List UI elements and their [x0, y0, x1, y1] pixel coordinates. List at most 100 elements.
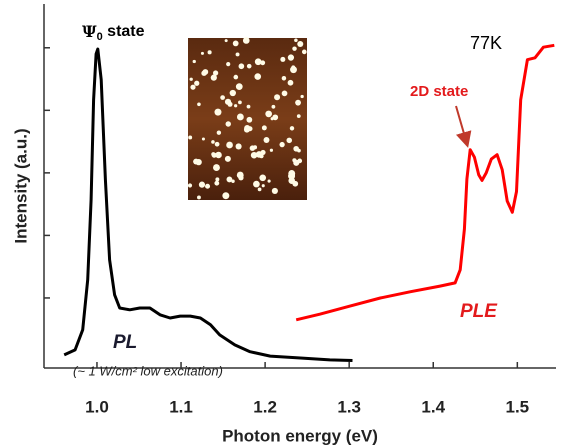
- afm-dot: [213, 164, 220, 172]
- afm-dot: [271, 187, 278, 194]
- afm-dot: [281, 90, 288, 97]
- afm-dot: [271, 104, 276, 109]
- psi-state-label: Ψ0 state: [82, 22, 145, 43]
- afm-dot: [198, 181, 206, 188]
- afm-dot: [195, 158, 202, 166]
- pl-series-label: PL: [113, 332, 137, 353]
- x-tick-label: 1.3: [337, 397, 361, 416]
- afm-dot: [246, 116, 253, 123]
- afm-dot: [211, 152, 216, 157]
- afm-dot: [215, 151, 222, 159]
- afm-dot: [234, 104, 238, 108]
- afm-dot: [205, 183, 211, 189]
- afm-dot: [261, 125, 267, 131]
- afm-dot: [224, 39, 228, 43]
- afm-dot: [269, 148, 274, 152]
- afm-dot: [225, 121, 231, 127]
- afm-dot: [297, 148, 301, 153]
- afm-dot: [238, 175, 244, 181]
- afm-dot: [292, 180, 299, 187]
- psi-state-text: state: [103, 23, 145, 40]
- afm-dot: [267, 179, 271, 183]
- afm-dot: [235, 143, 242, 150]
- afm-dot: [216, 130, 222, 135]
- x-tick-label: 1.5: [506, 397, 530, 416]
- afm-dot: [222, 192, 230, 200]
- temperature-label: 77K: [470, 33, 502, 53]
- ple-series-label: PLE: [460, 301, 498, 322]
- afm-dot: [254, 73, 262, 80]
- series-line: [63, 47, 353, 362]
- afm-dot: [194, 80, 200, 86]
- afm-dot: [207, 50, 212, 55]
- afm-dot: [301, 49, 307, 55]
- state-2d-arrow: [455, 105, 472, 148]
- afm-dot: [201, 137, 205, 141]
- afm-dot: [242, 37, 250, 44]
- afm-dot: [200, 51, 204, 55]
- y-axis-title: Intensity (a.u.): [11, 128, 30, 243]
- afm-dot: [238, 100, 242, 105]
- series-line: [295, 43, 555, 322]
- afm-dot: [270, 117, 274, 121]
- afm-dot: [296, 114, 301, 119]
- state-2d-label: 2D state: [410, 83, 468, 100]
- afm-dot: [226, 141, 233, 149]
- afm-dot: [190, 84, 196, 90]
- afm-dot: [272, 114, 279, 121]
- afm-dot: [212, 70, 219, 76]
- afm-dot: [292, 46, 297, 51]
- afm-dot: [253, 180, 260, 188]
- afm-dot: [201, 70, 207, 76]
- afm-dot: [238, 63, 245, 70]
- psi-subscript: 0: [97, 31, 103, 43]
- afm-dot: [254, 58, 262, 66]
- psi-symbol: Ψ: [82, 22, 97, 41]
- afm-dot: [286, 137, 293, 144]
- afm-dot: [236, 113, 244, 121]
- afm-dot: [295, 99, 301, 106]
- afm-dot: [229, 89, 236, 97]
- afm-dot: [279, 141, 285, 148]
- afm-dot: [263, 137, 270, 143]
- afm-dot: [293, 159, 300, 166]
- afm-dot: [281, 75, 287, 81]
- afm-dot: [220, 95, 225, 100]
- afm-dot: [214, 108, 222, 116]
- x-tick-label: 1.4: [421, 397, 445, 416]
- afm-dot: [246, 63, 252, 69]
- x-axis-title: Photon energy (eV): [222, 426, 378, 445]
- afm-dot: [235, 52, 240, 57]
- afm-dot: [187, 183, 193, 188]
- afm-dot: [232, 40, 239, 47]
- x-tick-label: 1.2: [253, 397, 277, 416]
- afm-dot: [233, 74, 239, 80]
- afm-dot: [260, 149, 266, 155]
- afm-dot: [214, 180, 220, 186]
- excitation-note: (~ 1 W/cm² low excitation): [73, 363, 223, 378]
- afm-dot: [197, 102, 201, 107]
- afm-dot: [252, 145, 258, 150]
- afm-dot: [214, 141, 220, 147]
- afm-dot: [289, 126, 295, 131]
- afm-dot: [246, 104, 251, 109]
- afm-dot: [189, 77, 193, 81]
- afm-dot: [235, 83, 243, 90]
- afm-dot: [210, 74, 217, 81]
- afm-dot: [211, 140, 215, 144]
- afm-dot: [257, 187, 262, 192]
- afm-dot: [261, 184, 265, 188]
- afm-dot: [287, 79, 294, 86]
- afm-dot: [294, 38, 298, 42]
- afm-dot: [288, 56, 294, 61]
- afm-dot: [297, 40, 304, 48]
- afm-dot: [227, 101, 233, 107]
- afm-dot: [215, 177, 220, 182]
- afm-dot: [300, 94, 304, 99]
- afm-dot: [188, 135, 193, 140]
- afm-dot: [274, 94, 281, 101]
- afm-dot: [243, 126, 250, 133]
- afm-inset: [187, 37, 307, 200]
- afm-dot: [250, 151, 258, 159]
